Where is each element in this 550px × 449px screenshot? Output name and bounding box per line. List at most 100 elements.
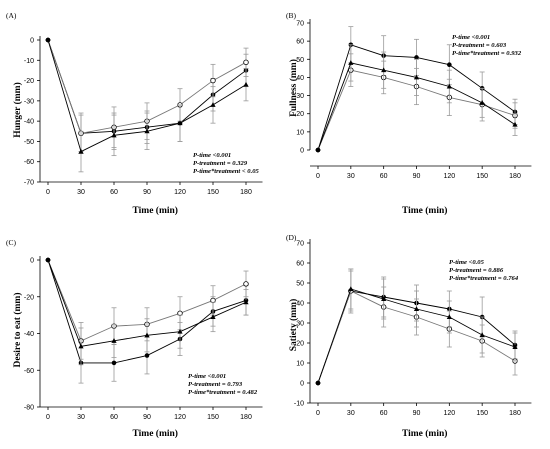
y-tick-label: 10 [296, 361, 304, 368]
y-tick-label: 30 [296, 93, 304, 100]
y-tick-label: 50 [296, 57, 304, 64]
x-tick-label: 180 [509, 173, 521, 180]
x-axis-label: Time (min) [133, 205, 178, 216]
x-tick-label: 180 [509, 410, 521, 417]
x-tick-label: 120 [174, 414, 186, 421]
data-point [413, 74, 420, 80]
stat-annotation: P-treatment = 0.886 [449, 267, 504, 274]
data-point [210, 77, 216, 84]
data-point [111, 132, 117, 138]
data-point [177, 328, 183, 334]
y-tick-label: -40 [24, 331, 34, 338]
x-tick-label: 30 [77, 189, 85, 196]
data-point [315, 380, 321, 386]
panel-label: (D) [286, 233, 297, 242]
data-point [243, 59, 249, 66]
data-point [111, 338, 117, 343]
data-point [446, 83, 452, 89]
data-point [243, 299, 249, 305]
y-tick-label: 0 [300, 148, 304, 155]
x-tick-label: 150 [476, 410, 488, 417]
y-tick-label: 60 [296, 261, 304, 268]
y-axis-label: Hunger (mm) [12, 82, 23, 138]
stat-annotation: P-time <0.001 [452, 34, 490, 41]
data-point [348, 60, 354, 65]
x-tick-label: 120 [443, 410, 455, 417]
data-point [446, 314, 452, 319]
data-point [210, 102, 216, 107]
x-axis-label: Time (min) [133, 428, 178, 439]
x-tick-label: 120 [174, 189, 186, 196]
y-tick-label: 20 [296, 111, 304, 118]
chart-panel-d: -10 0 10 20 30 40 50 60 70 0 30 60 90 120 150 180 Time (… [286, 233, 532, 439]
y-tick-label: 40 [296, 301, 304, 308]
y-axis-label: Desire to eat (mm) [12, 293, 23, 368]
y-tick-label: 40 [296, 75, 304, 82]
y-tick-label: 10 [296, 129, 304, 136]
stat-annotation: P-time*treatment = 0.482 [188, 389, 258, 396]
x-tick-label: 0 [316, 410, 320, 417]
y-tick-label: 70 [296, 241, 304, 248]
data-point [381, 67, 387, 73]
stat-annotation: P-time <0.001 [193, 152, 231, 159]
y-tick-label: 70 [296, 21, 304, 28]
stat-annotation: P-treatment = 0.793 [188, 381, 243, 388]
x-tick-label: 150 [207, 414, 219, 421]
y-tick-label: 20 [296, 341, 304, 348]
x-tick-label: 150 [207, 189, 219, 196]
data-point [144, 332, 150, 338]
y-tick-label: -60 [24, 368, 34, 375]
x-tick-label: 30 [347, 410, 355, 417]
x-tick-label: 0 [46, 414, 50, 421]
x-axis-label: Time (min) [402, 428, 447, 439]
data-point [111, 360, 117, 366]
y-axis-label: Fullness (mm) [288, 59, 299, 117]
stat-annotation: P-treatment = 0.603 [452, 42, 507, 49]
x-tick-label: 90 [143, 189, 151, 196]
data-point [479, 332, 485, 337]
x-tick-label: 60 [380, 410, 388, 417]
data-point [414, 55, 419, 60]
data-point [413, 306, 420, 311]
x-tick-label: 120 [443, 173, 455, 180]
chart-panel-a: 0 -10 -20 -30 -40 -50 -60 -70 0 30 60 90 120 150 180 Ti… [6, 11, 263, 216]
y-tick-label: -40 [24, 119, 34, 126]
data-point [381, 296, 387, 301]
chart-panel-c: 0 -20 -40 -60 -80 0 30 60 90 120 150 180 Time (min) D… [6, 238, 263, 439]
stat-annotation: P-time*treatment = 0.932 [452, 50, 522, 57]
y-tick-label: 30 [296, 321, 304, 328]
stat-annotation: P-treatment = 0.329 [193, 160, 248, 167]
y-tick-label: -70 [24, 180, 34, 187]
stat-annotation: P-time*treatment = 0.764 [449, 275, 519, 282]
x-tick-label: 180 [240, 414, 252, 421]
data-point [144, 353, 150, 358]
data-point [348, 286, 354, 291]
stat-annotation: P-time <0.05 [449, 259, 485, 266]
data-point [243, 81, 249, 87]
data-point [512, 121, 518, 127]
data-point [78, 148, 84, 154]
panel-label: (C) [6, 238, 17, 247]
x-tick-label: 90 [413, 173, 421, 180]
y-tick-label: 0 [30, 38, 34, 45]
data-point [315, 147, 321, 153]
series-filled-triangle [315, 44, 518, 153]
x-tick-label: 0 [46, 189, 50, 196]
data-point [45, 37, 51, 43]
x-tick-label: 30 [347, 173, 355, 180]
data-point [243, 281, 249, 287]
chart-panel-b: 0 10 20 30 40 50 60 70 0 30 60 90 120 150 180 Time (min… [286, 11, 532, 216]
y-tick-label: -10 [294, 401, 304, 408]
data-point [447, 62, 452, 68]
y-tick-label: -20 [24, 294, 34, 301]
y-axis-label: Satiety (mm) [288, 299, 299, 352]
x-tick-label: 150 [476, 173, 488, 180]
x-tick-label: 90 [413, 410, 421, 417]
y-tick-label: 0 [30, 258, 34, 265]
y-tick-label: -50 [24, 139, 34, 146]
panel-label: (B) [286, 11, 297, 20]
y-tick-label: -60 [24, 159, 34, 166]
x-tick-label: 180 [240, 189, 252, 196]
data-point [210, 314, 216, 319]
